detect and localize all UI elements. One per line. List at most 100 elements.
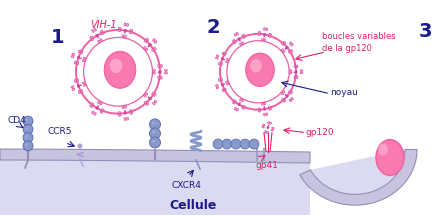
Circle shape (264, 33, 266, 36)
Ellipse shape (263, 124, 265, 126)
Ellipse shape (268, 121, 269, 124)
Circle shape (213, 139, 223, 149)
Circle shape (222, 139, 232, 149)
Ellipse shape (289, 42, 292, 44)
Ellipse shape (117, 112, 121, 114)
Ellipse shape (26, 127, 27, 129)
Ellipse shape (218, 79, 220, 81)
Ellipse shape (165, 72, 168, 74)
Circle shape (95, 107, 98, 109)
Ellipse shape (91, 103, 94, 105)
Ellipse shape (152, 122, 154, 124)
Ellipse shape (289, 70, 292, 71)
Ellipse shape (154, 41, 157, 43)
Ellipse shape (26, 144, 27, 145)
Ellipse shape (300, 72, 303, 74)
Circle shape (23, 141, 33, 151)
Ellipse shape (291, 98, 293, 100)
Ellipse shape (154, 94, 156, 96)
Ellipse shape (296, 65, 298, 68)
Text: VIH-1: VIH-1 (90, 20, 117, 30)
Ellipse shape (268, 106, 271, 108)
Ellipse shape (98, 40, 100, 43)
Ellipse shape (127, 117, 128, 120)
Circle shape (124, 112, 127, 114)
Circle shape (286, 46, 288, 49)
Ellipse shape (376, 140, 404, 175)
Ellipse shape (81, 51, 83, 54)
Polygon shape (0, 160, 310, 215)
Circle shape (221, 58, 224, 60)
Ellipse shape (100, 102, 102, 105)
Ellipse shape (83, 57, 86, 59)
Ellipse shape (144, 40, 147, 43)
Ellipse shape (100, 30, 103, 33)
Ellipse shape (222, 89, 224, 92)
Ellipse shape (101, 33, 104, 35)
Ellipse shape (125, 105, 127, 108)
Circle shape (95, 34, 98, 37)
Ellipse shape (290, 50, 293, 52)
Circle shape (231, 139, 241, 149)
Ellipse shape (124, 118, 126, 121)
Ellipse shape (216, 84, 218, 86)
Ellipse shape (227, 83, 229, 85)
Ellipse shape (282, 43, 284, 45)
Circle shape (150, 119, 161, 130)
Ellipse shape (153, 70, 156, 71)
Text: gp41: gp41 (256, 162, 279, 170)
Ellipse shape (262, 126, 264, 128)
Ellipse shape (242, 42, 244, 44)
Ellipse shape (264, 28, 265, 30)
Ellipse shape (282, 98, 284, 101)
Ellipse shape (74, 79, 77, 83)
Ellipse shape (226, 81, 228, 83)
Ellipse shape (220, 63, 223, 66)
Ellipse shape (282, 51, 285, 53)
Ellipse shape (282, 91, 285, 93)
Ellipse shape (240, 43, 242, 46)
Text: CD4: CD4 (8, 116, 27, 125)
Ellipse shape (81, 90, 83, 93)
Ellipse shape (258, 34, 260, 36)
Ellipse shape (160, 76, 162, 79)
Ellipse shape (218, 62, 220, 65)
Ellipse shape (264, 39, 266, 41)
Ellipse shape (234, 100, 236, 102)
Ellipse shape (262, 103, 264, 105)
Ellipse shape (145, 48, 148, 51)
Ellipse shape (130, 112, 133, 114)
Ellipse shape (216, 55, 219, 57)
Text: gp120: gp120 (306, 128, 335, 137)
Circle shape (23, 133, 33, 143)
Ellipse shape (110, 59, 122, 73)
Ellipse shape (74, 61, 77, 64)
Circle shape (149, 97, 151, 100)
Ellipse shape (300, 70, 303, 71)
Ellipse shape (242, 107, 244, 109)
Ellipse shape (125, 35, 127, 38)
Ellipse shape (289, 51, 291, 54)
Ellipse shape (268, 36, 271, 38)
Ellipse shape (294, 76, 296, 79)
Ellipse shape (118, 114, 121, 116)
Ellipse shape (153, 72, 156, 74)
Text: 1: 1 (51, 28, 65, 47)
Text: boucles variables
de la gp120: boucles variables de la gp120 (322, 32, 396, 53)
Ellipse shape (98, 101, 100, 104)
Ellipse shape (262, 38, 264, 41)
Text: CXCR4: CXCR4 (172, 181, 202, 191)
Ellipse shape (83, 84, 86, 86)
Text: CCR5: CCR5 (47, 127, 71, 136)
Ellipse shape (296, 76, 298, 79)
Ellipse shape (232, 102, 235, 104)
Ellipse shape (82, 82, 85, 84)
Ellipse shape (90, 36, 92, 38)
Ellipse shape (165, 70, 168, 71)
Ellipse shape (258, 32, 261, 33)
Circle shape (23, 116, 33, 126)
Ellipse shape (266, 113, 268, 116)
Ellipse shape (246, 53, 274, 86)
Ellipse shape (270, 122, 271, 124)
Ellipse shape (118, 27, 121, 29)
